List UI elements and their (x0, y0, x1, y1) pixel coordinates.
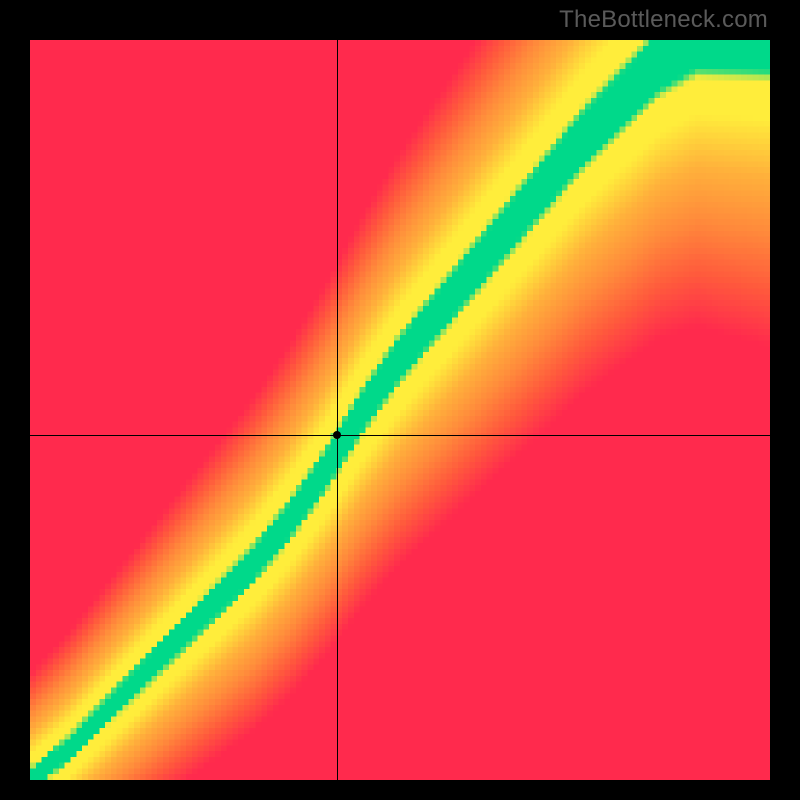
crosshair-vertical (337, 40, 338, 780)
crosshair-horizontal (30, 435, 770, 436)
plot-area (30, 40, 770, 780)
heatmap-canvas (30, 40, 770, 780)
watermark-text: TheBottleneck.com (559, 6, 768, 34)
stage: TheBottleneck.com (0, 0, 800, 800)
marker-dot (333, 431, 341, 439)
